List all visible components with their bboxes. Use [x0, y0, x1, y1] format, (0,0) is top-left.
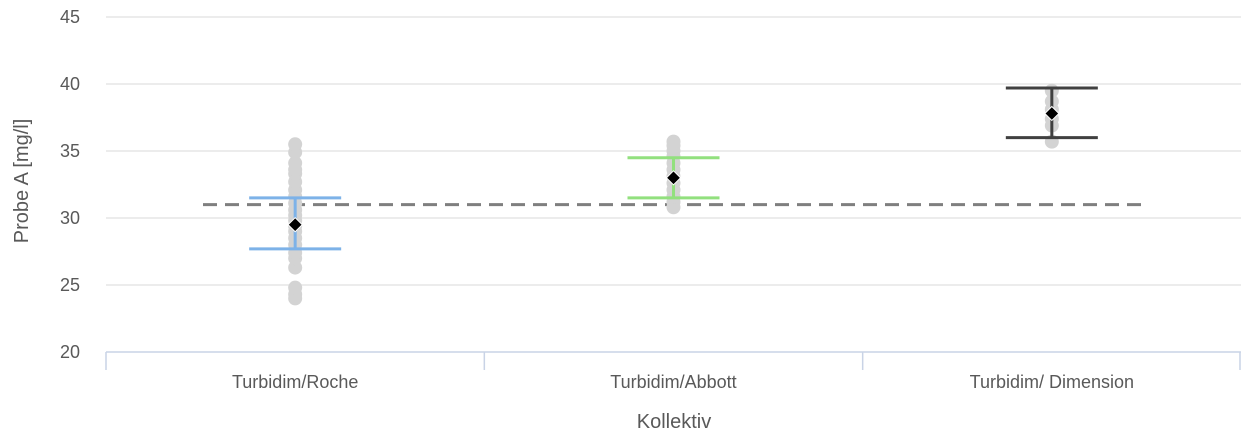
mean-marker [665, 170, 682, 186]
mean-marker [287, 216, 303, 233]
y-tick-label: 25 [60, 275, 80, 295]
y-tick-label: 45 [60, 7, 80, 27]
data-point [288, 137, 303, 152]
x-tick-label: Turbidim/Roche [232, 372, 358, 392]
x-tick-label: Turbidim/Abbott [610, 372, 736, 392]
y-tick-label: 40 [60, 74, 80, 94]
data-point [666, 134, 681, 149]
y-tick-label: 20 [60, 342, 80, 362]
y-axis-title: Probe A [mg/l] [11, 119, 33, 244]
x-axis [105, 351, 1241, 370]
data-point [288, 280, 303, 295]
mean-markers [287, 105, 1060, 233]
data-point [288, 156, 303, 171]
y-tick-labels: 20 25 30 35 40 45 [60, 7, 80, 362]
x-tick-labels: Turbidim/Roche Turbidim/Abbott Turbidim/ D… [232, 372, 1134, 392]
y-tick-label: 30 [60, 208, 80, 228]
error-bars [249, 86, 1098, 251]
mean-marker [1044, 105, 1060, 122]
x-tick-label: Turbidim/ Dimension [970, 372, 1134, 392]
y-tick-label: 35 [60, 141, 80, 161]
x-axis-title: Kollektiv [637, 411, 711, 433]
